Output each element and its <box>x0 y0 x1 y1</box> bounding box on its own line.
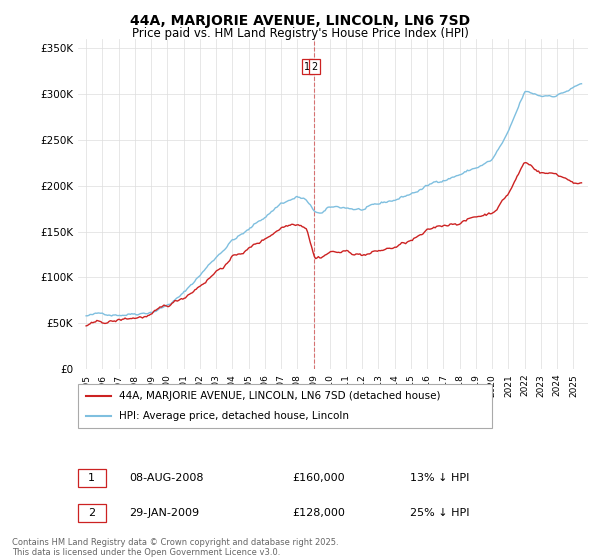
Text: 2: 2 <box>88 508 95 518</box>
Text: 44A, MARJORIE AVENUE, LINCOLN, LN6 7SD (detached house): 44A, MARJORIE AVENUE, LINCOLN, LN6 7SD (… <box>119 391 441 401</box>
Text: HPI: Average price, detached house, Lincoln: HPI: Average price, detached house, Linc… <box>119 411 349 421</box>
Text: 1: 1 <box>304 62 310 72</box>
FancyBboxPatch shape <box>78 384 492 428</box>
Text: £160,000: £160,000 <box>292 473 345 483</box>
Text: 29-JAN-2009: 29-JAN-2009 <box>129 508 199 518</box>
Text: 1: 1 <box>88 473 95 483</box>
Text: Contains HM Land Registry data © Crown copyright and database right 2025.
This d: Contains HM Land Registry data © Crown c… <box>12 538 338 557</box>
Text: 44A, MARJORIE AVENUE, LINCOLN, LN6 7SD: 44A, MARJORIE AVENUE, LINCOLN, LN6 7SD <box>130 14 470 28</box>
FancyBboxPatch shape <box>78 469 106 487</box>
Text: 13% ↓ HPI: 13% ↓ HPI <box>409 473 469 483</box>
Text: Price paid vs. HM Land Registry's House Price Index (HPI): Price paid vs. HM Land Registry's House … <box>131 27 469 40</box>
Text: £128,000: £128,000 <box>292 508 345 518</box>
Text: 25% ↓ HPI: 25% ↓ HPI <box>409 508 469 518</box>
Text: 08-AUG-2008: 08-AUG-2008 <box>129 473 203 483</box>
Text: 2: 2 <box>311 62 317 72</box>
FancyBboxPatch shape <box>78 505 106 522</box>
